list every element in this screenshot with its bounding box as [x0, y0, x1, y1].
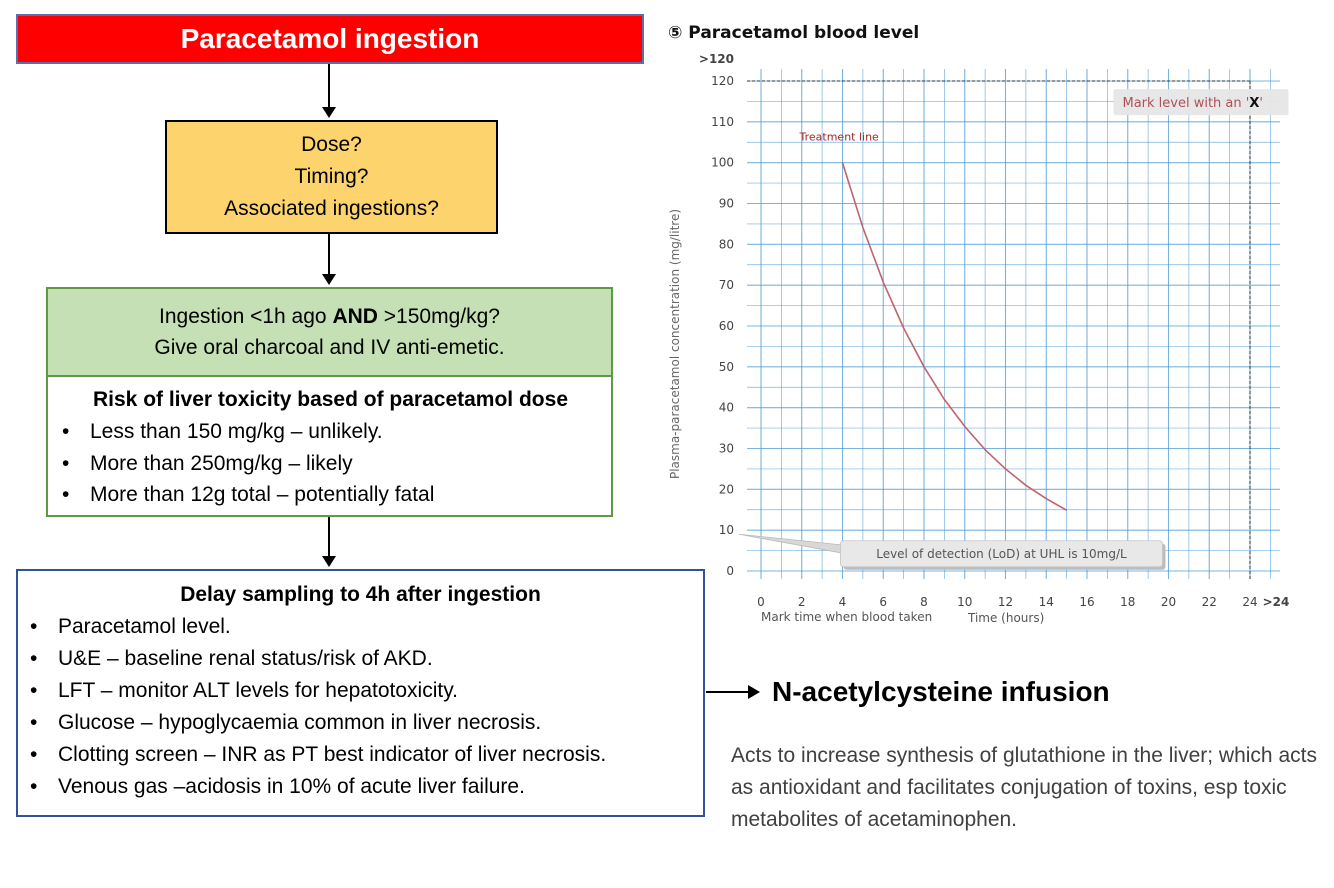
question-dose: Dose? — [301, 133, 362, 156]
y-tick-label: 80 — [719, 237, 734, 251]
y-axis-label: Plasma-paracetamol concentration (mg/lit… — [668, 209, 682, 479]
sampling-item: LFT – monitor ALT levels for hepatotoxic… — [28, 675, 693, 707]
treatment-description: Acts to increase synthesis of glutathion… — [731, 744, 1317, 831]
lod-callout-box — [840, 540, 1163, 568]
sampling-item: U&E – baseline renal status/risk of AKD. — [28, 643, 693, 675]
y-tick-label: 0 — [726, 564, 734, 578]
question-timing: Timing? — [294, 165, 369, 188]
y-tick-label: 120 — [711, 74, 734, 88]
x-tick-label: 24 — [1242, 595, 1257, 609]
x-axis-label: Time (hours) — [967, 611, 1044, 625]
x-tick-label: 16 — [1079, 595, 1094, 609]
y-tick-label: 100 — [711, 156, 734, 170]
title-text: Paracetamol ingestion — [180, 23, 480, 54]
treatment-line — [841, 162, 1067, 511]
sampling-item: Venous gas –acidosis in 10% of acute liv… — [28, 771, 693, 803]
y-tick-label: 50 — [719, 360, 734, 374]
y-tick-label: 20 — [719, 482, 734, 496]
charcoal-action: Give oral charcoal and IV anti-emetic. — [154, 336, 505, 359]
sampling-heading: Delay sampling to 4h after ingestion — [180, 583, 541, 606]
sampling-item: Glucose – hypoglycaemia common in liver … — [28, 707, 693, 739]
x-axis-label-left: Mark time when blood taken — [761, 610, 932, 624]
charcoal-and: AND — [332, 305, 378, 328]
x-tick-label: 4 — [839, 595, 847, 609]
chart-title: ⑤ Paracetamol blood level — [668, 23, 919, 43]
sampling-box: Delay sampling to 4h after ingestion Par… — [16, 569, 705, 817]
arrow-risk-to-sampling — [322, 517, 336, 567]
y-tick-label: 30 — [719, 442, 734, 456]
risk-list: Less than 150 mg/kg – unlikely. More tha… — [60, 416, 601, 511]
arrow-title-to-questions — [322, 64, 336, 118]
y-tick-label: 70 — [719, 278, 734, 292]
x-tick-label: 20 — [1161, 595, 1176, 609]
lod-callout-text: Level of detection (LoD) at UHL is 10mg/… — [876, 547, 1127, 561]
x-tick-label: 10 — [957, 595, 972, 609]
charcoal-condition: Ingestion <1h ago AND >150mg/kg? — [48, 301, 611, 332]
risk-item: More than 250mg/kg – likely — [60, 448, 601, 480]
mark-level-text: Mark level with an 'X' — [1122, 96, 1262, 111]
lod-callout-pointer — [738, 533, 841, 554]
charcoal-post: >150mg/kg? — [377, 305, 500, 328]
title-box: Paracetamol ingestion — [16, 14, 644, 64]
y-tick-label: 10 — [719, 523, 734, 537]
x-tick-label: 8 — [920, 595, 928, 609]
question-associated: Associated ingestions? — [224, 197, 439, 220]
y-tick-label: 110 — [711, 115, 734, 129]
y-tick-label: 40 — [719, 401, 734, 415]
x-tick-label: 6 — [879, 595, 887, 609]
risk-item: Less than 150 mg/kg – unlikely. — [60, 416, 601, 448]
mark-level-suffix: ' — [1259, 96, 1263, 111]
chart-series: Treatment line — [799, 131, 1067, 511]
risk-item: More than 12g total – potentially fatal — [60, 479, 601, 511]
x-tick-label: 2 — [798, 595, 806, 609]
mark-level-prefix: Mark level with an ' — [1122, 96, 1249, 111]
chart-grid — [747, 69, 1280, 579]
sampling-list: Paracetamol level. U&E – baseline renal … — [28, 611, 693, 803]
y-tick-label: 90 — [719, 197, 734, 211]
treatment-line-label: Treatment line — [799, 131, 880, 144]
y-tick-label: 60 — [719, 319, 734, 333]
sampling-item: Clotting screen – INR as PT best indicat… — [28, 739, 693, 771]
treatment-title: N-acetylcysteine infusion — [772, 676, 1110, 707]
x-tick-label: 0 — [757, 595, 765, 609]
charcoal-box: Ingestion <1h ago AND >150mg/kg? Give or… — [46, 287, 613, 375]
x-tick-label: 12 — [998, 595, 1013, 609]
risk-box: Risk of liver toxicity based of paraceta… — [46, 375, 613, 517]
x-tick-label-max: >24 — [1263, 595, 1290, 609]
risk-heading: Risk of liver toxicity based of paraceta… — [93, 388, 568, 411]
chart-annotations: Mark level with an 'X' Level of detection… — [738, 89, 1289, 570]
questions-box: Dose? Timing? Associated ingestions? — [165, 120, 498, 234]
arrow-sampling-to-treatment — [706, 685, 760, 699]
mark-level-symbol: X — [1249, 96, 1259, 111]
y-tick-label-max: >120 — [699, 52, 734, 66]
x-tick-label: 14 — [1039, 595, 1054, 609]
charcoal-pre: Ingestion <1h ago — [159, 305, 333, 328]
mark-level-box — [1113, 89, 1289, 116]
paracetamol-nomogram-chart: ⑤ Paracetamol blood level 01020304050607… — [668, 23, 1289, 625]
arrow-questions-to-charcoal — [322, 234, 336, 285]
x-tick-label: 18 — [1120, 595, 1135, 609]
sampling-item: Paracetamol level. — [28, 611, 693, 643]
x-tick-label: 22 — [1202, 595, 1217, 609]
